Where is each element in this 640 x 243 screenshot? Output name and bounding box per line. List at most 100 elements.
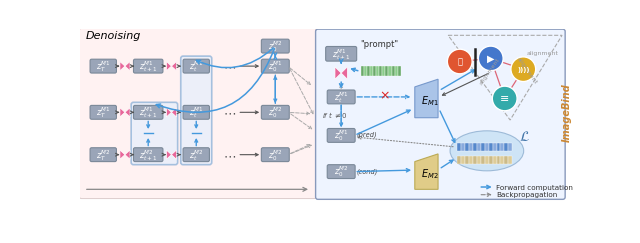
Polygon shape xyxy=(172,61,177,71)
Bar xyxy=(508,156,513,164)
Bar xyxy=(376,66,379,76)
Text: $z_{t}^{M2}$: $z_{t}^{M2}$ xyxy=(189,148,204,163)
Polygon shape xyxy=(125,150,130,159)
Text: $z_{t+1}^{M1}$: $z_{t+1}^{M1}$ xyxy=(139,105,157,120)
Polygon shape xyxy=(120,150,125,159)
Text: $if\ t$: $if\ t$ xyxy=(322,110,333,120)
FancyBboxPatch shape xyxy=(183,105,209,119)
Bar xyxy=(468,156,472,164)
Bar xyxy=(392,66,395,76)
Text: $z_{t+1}^{M1}$: $z_{t+1}^{M1}$ xyxy=(332,47,350,62)
Text: ≡: ≡ xyxy=(500,94,509,104)
Bar xyxy=(508,143,513,151)
Polygon shape xyxy=(166,150,172,159)
Bar xyxy=(395,66,397,76)
Text: ▶: ▶ xyxy=(487,54,495,64)
Bar xyxy=(488,143,493,151)
Bar xyxy=(360,66,364,76)
Ellipse shape xyxy=(450,131,524,171)
FancyBboxPatch shape xyxy=(183,148,209,162)
Bar xyxy=(461,156,465,164)
Bar xyxy=(477,156,481,164)
FancyBboxPatch shape xyxy=(327,165,355,179)
Bar xyxy=(465,156,468,164)
Polygon shape xyxy=(166,108,172,117)
Text: $\neq 0$: $\neq 0$ xyxy=(333,111,348,120)
Bar xyxy=(370,66,373,76)
Text: $z_{0}^{M1}$: $z_{0}^{M1}$ xyxy=(268,59,283,74)
Bar xyxy=(477,143,481,151)
Text: $z_{0}^{M1}$: $z_{0}^{M1}$ xyxy=(334,128,348,143)
FancyBboxPatch shape xyxy=(261,148,289,162)
Polygon shape xyxy=(120,61,125,71)
Text: alignment: alignment xyxy=(516,57,538,86)
Bar xyxy=(497,143,500,151)
Text: $\cdots$: $\cdots$ xyxy=(223,61,236,73)
FancyBboxPatch shape xyxy=(261,105,289,119)
Circle shape xyxy=(478,46,503,71)
Bar xyxy=(364,66,367,76)
FancyBboxPatch shape xyxy=(134,105,163,119)
Text: $\times$: $\times$ xyxy=(379,90,390,103)
Text: ImageBind: ImageBind xyxy=(562,83,572,142)
Text: (pred): (pred) xyxy=(356,132,378,139)
FancyBboxPatch shape xyxy=(326,46,356,61)
Polygon shape xyxy=(166,61,172,71)
Text: $z_{0}^{M2}$: $z_{0}^{M2}$ xyxy=(268,105,282,120)
Text: "prompt": "prompt" xyxy=(360,40,399,49)
Text: $z_{t}^{M1}$: $z_{t}^{M1}$ xyxy=(189,105,204,120)
Text: $E_{M1}$: $E_{M1}$ xyxy=(420,94,438,108)
Polygon shape xyxy=(125,61,130,71)
Polygon shape xyxy=(335,67,341,79)
Bar xyxy=(493,156,497,164)
Bar xyxy=(500,156,504,164)
Polygon shape xyxy=(415,79,438,118)
FancyBboxPatch shape xyxy=(90,148,116,162)
FancyBboxPatch shape xyxy=(183,59,209,73)
Bar xyxy=(382,66,385,76)
Bar xyxy=(397,66,401,76)
Bar xyxy=(385,66,388,76)
Text: $z_{T}^{M1}$: $z_{T}^{M1}$ xyxy=(96,59,111,74)
Text: $z_{t+1}^{M2}$: $z_{t+1}^{M2}$ xyxy=(139,148,157,163)
Text: alignment: alignment xyxy=(527,51,558,56)
Bar xyxy=(504,156,508,164)
Bar xyxy=(465,143,468,151)
Bar xyxy=(484,143,488,151)
Text: )))): )))) xyxy=(517,67,529,73)
Bar xyxy=(488,156,493,164)
Text: Forward computation: Forward computation xyxy=(496,185,573,191)
Bar xyxy=(367,66,370,76)
FancyBboxPatch shape xyxy=(131,102,178,165)
Text: $\mathcal{L}$: $\mathcal{L}$ xyxy=(518,130,530,144)
FancyBboxPatch shape xyxy=(134,59,163,73)
FancyBboxPatch shape xyxy=(180,56,212,165)
Bar xyxy=(379,66,382,76)
Bar xyxy=(388,66,392,76)
Circle shape xyxy=(492,86,517,111)
FancyBboxPatch shape xyxy=(261,59,289,73)
Bar xyxy=(493,143,497,151)
Bar xyxy=(472,143,477,151)
Text: ⬛: ⬛ xyxy=(457,58,462,67)
Text: $z_{t}^{M1}$: $z_{t}^{M1}$ xyxy=(334,90,348,105)
Bar xyxy=(500,143,504,151)
Bar xyxy=(468,143,472,151)
FancyBboxPatch shape xyxy=(261,39,289,53)
Text: alignment: alignment xyxy=(478,57,500,86)
Polygon shape xyxy=(172,150,177,159)
Bar xyxy=(504,143,508,151)
FancyBboxPatch shape xyxy=(90,105,116,119)
Text: $E_{M2}$: $E_{M2}$ xyxy=(420,167,438,181)
FancyBboxPatch shape xyxy=(79,28,316,199)
Bar xyxy=(373,66,376,76)
FancyBboxPatch shape xyxy=(327,90,355,104)
Text: $\cdots$: $\cdots$ xyxy=(223,149,236,162)
Bar xyxy=(497,156,500,164)
FancyBboxPatch shape xyxy=(316,29,565,199)
Text: $z_{T}^{M2}$: $z_{T}^{M2}$ xyxy=(96,148,111,163)
Text: Backpropagation: Backpropagation xyxy=(496,192,557,199)
Text: $z_{0}^{M2}$: $z_{0}^{M2}$ xyxy=(334,165,348,179)
Polygon shape xyxy=(125,108,130,117)
Bar xyxy=(481,156,484,164)
